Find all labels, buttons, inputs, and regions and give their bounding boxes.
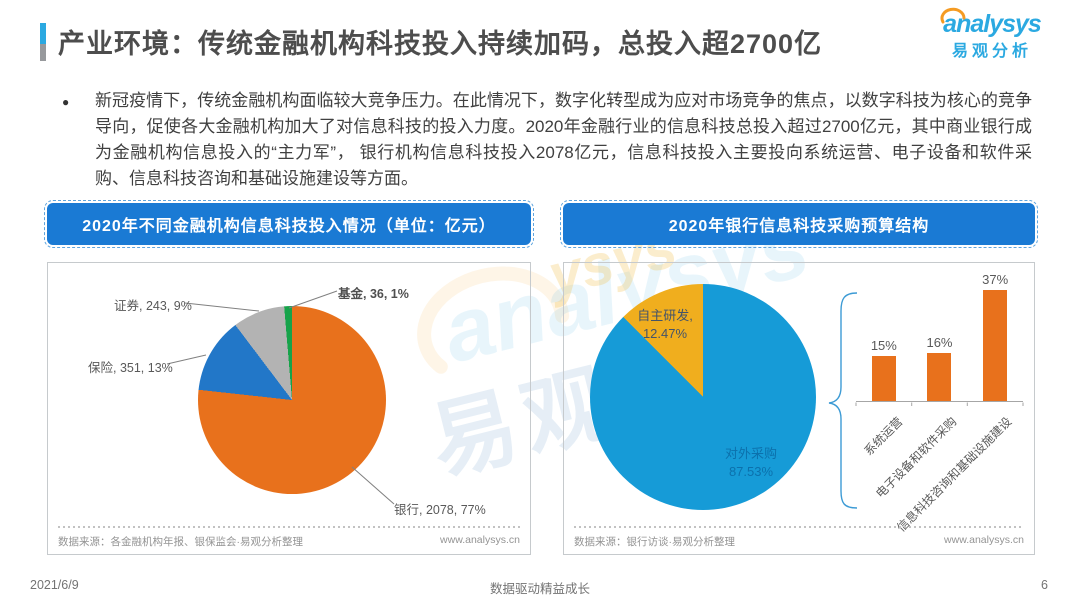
self-developed-name: 自主研发, <box>637 308 693 323</box>
left-source-divider <box>58 526 520 528</box>
logo-swoosh-icon <box>940 7 966 24</box>
title-accent-bar <box>40 22 46 61</box>
pie-financial-it-investment <box>198 306 386 494</box>
page-header: 产业环境：传统金融机构科技投入持续加码，总投入超2700亿 <box>40 22 822 61</box>
right-website-link[interactable]: www.analysys.cn <box>944 534 1024 546</box>
right-chart-title: 2020年银行信息科技采购预算结构 <box>559 199 1039 249</box>
bar-category-it-consulting-infra: 信息科技咨询和基础设施建设 <box>894 414 1015 535</box>
pie-label-bank: 银行, 2078, 77% <box>394 503 486 517</box>
bar-system-ops <box>871 356 896 401</box>
external-procurement-pct: 87.53% <box>728 464 774 479</box>
procurement-bar-chart: 15% 16% 37% <box>856 263 1023 402</box>
right-source-row: 数据来源：银行访谈·易观分析整理 www.analysys.cn <box>574 534 1024 549</box>
bar-slot-hardware-software: 16% <box>912 263 967 401</box>
page-title: 产业环境：传统金融机构科技投入持续加码，总投入超2700亿 <box>58 29 823 59</box>
self-developed-pct: 12.47% <box>642 326 688 341</box>
bar-hardware-software <box>927 353 952 401</box>
right-chart-column: 2020年银行信息科技采购预算结构 自主研发, 12.47% 对外采购 87.5… <box>559 199 1039 555</box>
bar-slot-it-consulting-infra: 37% <box>968 263 1023 401</box>
bar-category-system-ops: 系统运营 <box>861 414 906 459</box>
pie-label-securities: 证券, 243, 9% <box>114 299 192 313</box>
external-procurement-name: 对外采购 <box>724 446 777 461</box>
footer-motto: 数据驱动精益成长 <box>489 582 590 596</box>
logo-brand-text: analysys <box>943 10 1042 38</box>
intro-text: 新冠疫情下，传统金融机构面临较大竞争压力。在此情况下，数字化转型成为应对市场竞争… <box>95 91 1032 188</box>
pie-label-insurance: 保险, 351, 13% <box>88 361 173 375</box>
pie-label-self-developed: 自主研发, 12.47% <box>630 307 700 343</box>
analysys-logo: analysys 易观分析 <box>928 7 1056 61</box>
intro-block: ● 新冠疫情下，传统金融机构面临较大竞争压力。在此情况下，数字化转型成为应对市场… <box>62 88 1032 192</box>
left-chart-column: 2020年不同金融机构信息科技投入情况（单位：亿元） 银行, 2078, 77%… <box>43 199 535 555</box>
pie-label-fund: 基金, 36, 1% <box>338 287 409 301</box>
footer-page-number: 6 <box>1041 578 1048 592</box>
logo-cn-text: 易观分析 <box>951 43 1032 60</box>
pie-label-external-procurement: 对外采购 87.53% <box>714 445 788 481</box>
right-source-text: 数据来源：银行访谈·易观分析整理 <box>574 536 735 548</box>
bar-it-consulting-infra <box>983 290 1008 401</box>
right-chart-panel: 自主研发, 12.47% 对外采购 87.53% 15% 16% <box>563 262 1035 555</box>
pie-bank-procurement-budget <box>590 284 816 510</box>
left-chart-title: 2020年不同金融机构信息科技投入情况（单位：亿元） <box>43 199 535 249</box>
left-source-text: 数据来源：各金融机构年报、银保监会·易观分析整理 <box>58 536 303 548</box>
bar-value-label: 16% <box>926 335 953 350</box>
bar-value-label: 37% <box>982 272 1009 287</box>
footer-date: 2021/6/9 <box>30 578 79 592</box>
left-website-link[interactable]: www.analysys.cn <box>440 534 520 546</box>
right-source-divider <box>574 526 1024 528</box>
left-source-row: 数据来源：各金融机构年报、银保监会·易观分析整理 www.analysys.cn <box>58 534 520 549</box>
slide-footer: 2021/6/9 数据驱动精益成长 6 <box>0 578 1080 596</box>
bar-slot-system-ops: 15% <box>856 263 911 401</box>
bar-value-label: 15% <box>870 338 897 353</box>
bullet-icon: ● <box>62 95 70 109</box>
left-chart-panel: 银行, 2078, 77% 保险, 351, 13% 证券, 243, 9% 基… <box>47 262 531 555</box>
